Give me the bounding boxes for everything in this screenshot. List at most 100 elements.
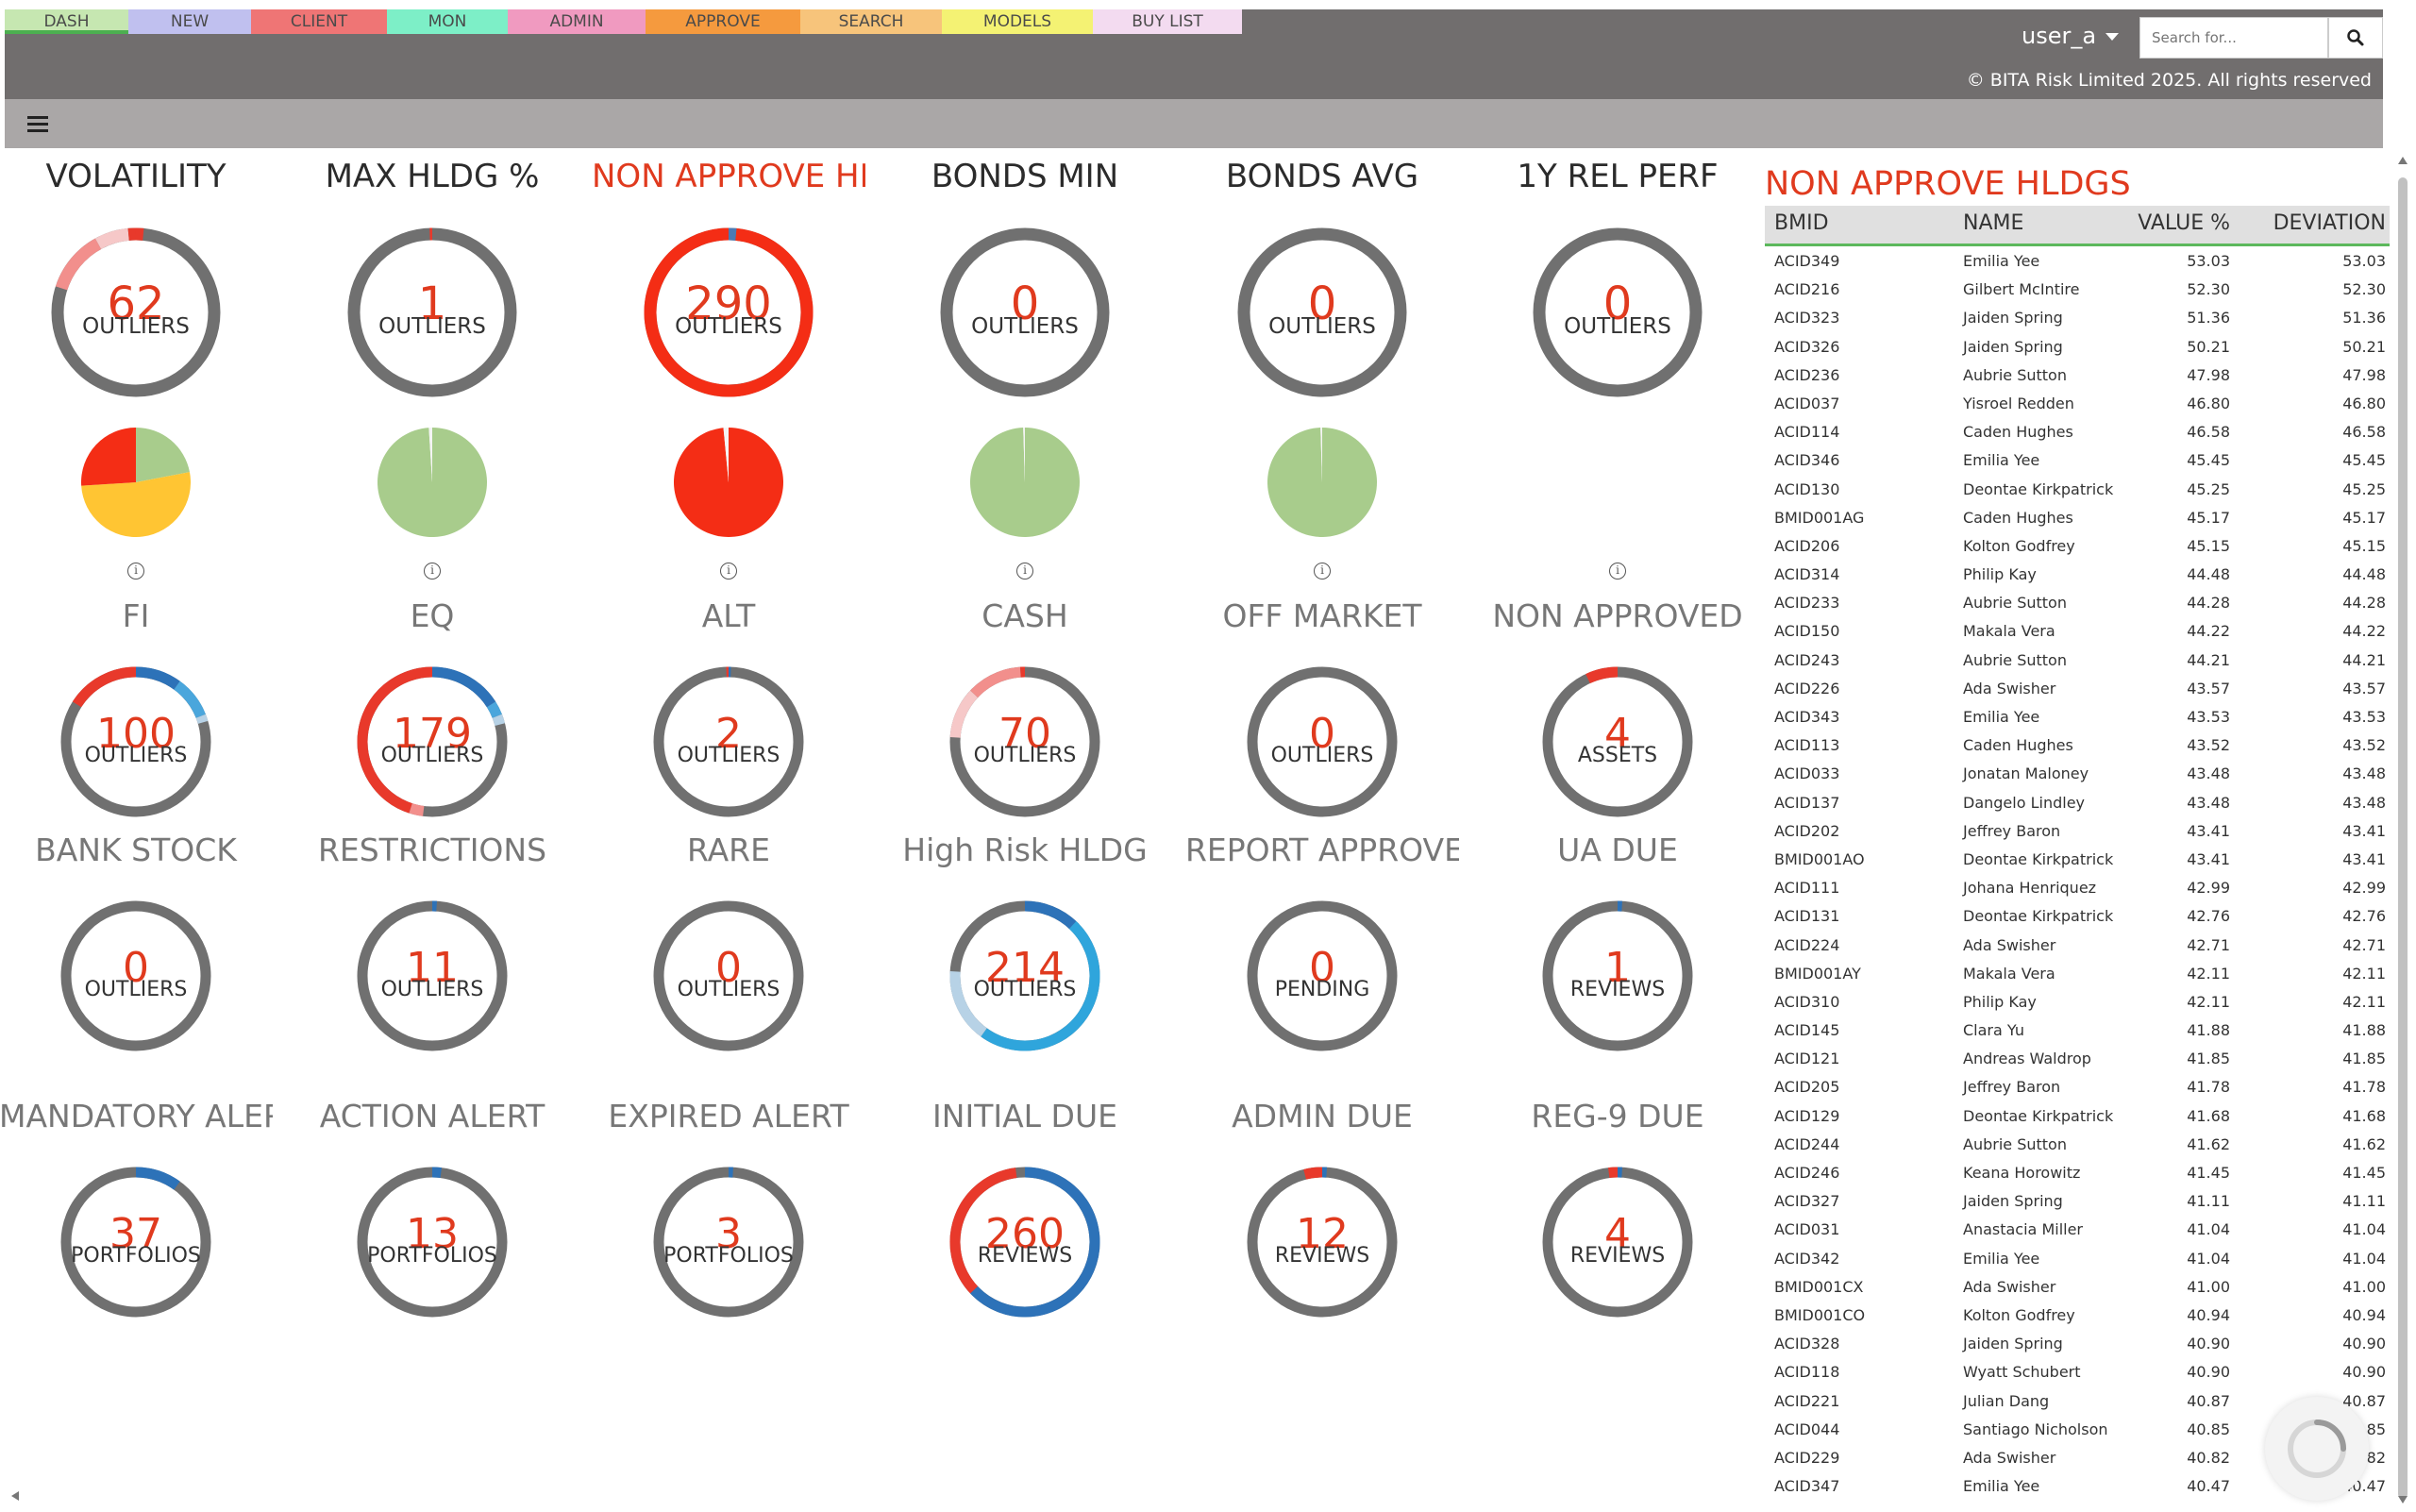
- non-approve-hldg-donut[interactable]: 290 OUTLIERS: [636, 220, 821, 405]
- table-row[interactable]: ACID224 Ada Swisher 42.71 42.71: [1765, 931, 2390, 959]
- table-row[interactable]: ACID129 Deontae Kirkpatrick 41.68 41.68: [1765, 1101, 2390, 1130]
- table-row[interactable]: ACID221 Julian Dang 40.87 40.87: [1765, 1386, 2390, 1415]
- table-row[interactable]: ACID205 Jeffrey Baron 41.78 41.78: [1765, 1072, 2390, 1100]
- ua-due-donut[interactable]: 1 REVIEWS: [1535, 894, 1700, 1058]
- tab-approve[interactable]: APPROVE: [646, 9, 800, 34]
- tab-mon[interactable]: MON: [387, 9, 508, 34]
- bonds-min-pie-chart[interactable]: [970, 428, 1080, 541]
- table-row[interactable]: ACID343 Emilia Yee 43.53 43.53: [1765, 702, 2390, 731]
- column-header-deviation[interactable]: DEVIATION: [2273, 211, 2386, 235]
- alt-donut[interactable]: 2 OUTLIERS: [646, 660, 811, 824]
- cell-value: 42.11: [2187, 992, 2230, 1011]
- table-row[interactable]: ACID111 Johana Henriquez 42.99 42.99: [1765, 873, 2390, 901]
- table-row[interactable]: ACID342 Emilia Yee 41.04 41.04: [1765, 1244, 2390, 1272]
- report-approve-donut[interactable]: 0 PENDING: [1240, 894, 1404, 1058]
- table-row[interactable]: ACID202 Jeffrey Baron 43.41 43.41: [1765, 816, 2390, 845]
- table-row[interactable]: ACID326 Jaiden Spring 50.21 50.21: [1765, 332, 2390, 361]
- max-hldg-pie-chart[interactable]: [378, 428, 487, 541]
- table-row[interactable]: BMID001CO Kolton Godfrey 40.94 40.94: [1765, 1301, 2390, 1329]
- scroll-left-icon[interactable]: [11, 1491, 19, 1501]
- bank-stock-donut[interactable]: 0 OUTLIERS: [54, 894, 218, 1058]
- table-row[interactable]: BMID001AG Caden Hughes 45.17 45.17: [1765, 503, 2390, 531]
- table-row[interactable]: ACID244 Aubrie Sutton 41.62 41.62: [1765, 1130, 2390, 1158]
- table-row[interactable]: ACID347 Emilia Yee 40.47 40.47: [1765, 1471, 2390, 1500]
- table-row[interactable]: ACID349 Emilia Yee 53.03 53.03: [1765, 246, 2390, 275]
- fi-donut[interactable]: 100 OUTLIERS: [54, 660, 218, 824]
- tab-new[interactable]: NEW: [128, 9, 251, 34]
- table-row[interactable]: ACID246 Keana Horowitz 41.45 41.45: [1765, 1158, 2390, 1186]
- menu-icon[interactable]: [27, 112, 48, 135]
- bonds-min-info-icon[interactable]: i: [1016, 563, 1033, 580]
- vertical-scrollbar[interactable]: [2395, 151, 2410, 1510]
- volatility-donut[interactable]: 62 OUTLIERS: [43, 220, 228, 405]
- bonds-avg-donut[interactable]: 0 OUTLIERS: [1230, 220, 1415, 405]
- table-row[interactable]: ACID137 Dangelo Lindley 43.48 43.48: [1765, 788, 2390, 816]
- search-input[interactable]: [2139, 17, 2328, 59]
- scroll-down-icon[interactable]: [2398, 1496, 2408, 1504]
- tab-client[interactable]: CLIENT: [251, 9, 387, 34]
- table-row[interactable]: ACID243 Aubrie Sutton 44.21 44.21: [1765, 646, 2390, 674]
- table-row[interactable]: ACID346 Emilia Yee 45.45 45.45: [1765, 445, 2390, 474]
- bonds-avg-pie-chart[interactable]: [1267, 428, 1377, 541]
- table-row[interactable]: ACID314 Philip Kay 44.48 44.48: [1765, 560, 2390, 588]
- max-hldg-donut[interactable]: 1 OUTLIERS: [340, 220, 525, 405]
- table-row[interactable]: ACID113 Caden Hughes 43.52 43.52: [1765, 731, 2390, 759]
- initial-due-donut[interactable]: 260 REVIEWS: [943, 1160, 1107, 1324]
- table-row[interactable]: ACID206 Kolton Godfrey 45.15 45.15: [1765, 531, 2390, 560]
- table-row[interactable]: ACID327 Jaiden Spring 41.11 41.11: [1765, 1186, 2390, 1215]
- column-header-name[interactable]: NAME: [1963, 211, 2024, 235]
- tab-buy-list[interactable]: BUY LIST: [1093, 9, 1242, 34]
- action-alert-donut[interactable]: 13 PORTFOLIOS: [350, 1160, 514, 1324]
- max-hldg-info-icon[interactable]: i: [424, 563, 441, 580]
- off-market-donut[interactable]: 0 OUTLIERS: [1240, 660, 1404, 824]
- tab-search[interactable]: SEARCH: [800, 9, 942, 34]
- eq-donut[interactable]: 179 OUTLIERS: [350, 660, 514, 824]
- expired-alert-donut[interactable]: 3 PORTFOLIOS: [646, 1160, 811, 1324]
- table-row[interactable]: BMID001AY Makala Vera 42.11 42.11: [1765, 959, 2390, 987]
- table-row[interactable]: ACID323 Jaiden Spring 51.36 51.36: [1765, 303, 2390, 331]
- reg-9-due-donut[interactable]: 4 REVIEWS: [1535, 1160, 1700, 1324]
- table-row[interactable]: ACID033 Jonatan Maloney 43.48 43.48: [1765, 759, 2390, 787]
- table-row[interactable]: ACID131 Deontae Kirkpatrick 42.76 42.76: [1765, 901, 2390, 930]
- user-menu[interactable]: user_a: [2022, 23, 2120, 49]
- table-row[interactable]: ACID145 Clara Yu 41.88 41.88: [1765, 1016, 2390, 1044]
- volatility-pie-chart[interactable]: [81, 428, 191, 541]
- mandatory-alert-donut[interactable]: 37 PORTFOLIOS: [54, 1160, 218, 1324]
- table-row[interactable]: ACID031 Anastacia Miller 41.04 41.04: [1765, 1215, 2390, 1243]
- table-row[interactable]: BMID001CX Ada Swisher 41.00 41.00: [1765, 1272, 2390, 1301]
- 1y-rel-perf-info-icon[interactable]: i: [1609, 563, 1626, 580]
- admin-due-donut[interactable]: 12 REVIEWS: [1240, 1160, 1404, 1324]
- non-approved-donut[interactable]: 4 ASSETS: [1535, 660, 1700, 824]
- table-row[interactable]: ACID121 Andreas Waldrop 41.85 41.85: [1765, 1044, 2390, 1072]
- restrictions-donut[interactable]: 11 OUTLIERS: [350, 894, 514, 1058]
- volatility-info-icon[interactable]: i: [127, 563, 144, 580]
- table-row[interactable]: ACID328 Jaiden Spring 40.90 40.90: [1765, 1329, 2390, 1357]
- tab-dash[interactable]: DASH: [5, 9, 128, 34]
- table-row[interactable]: BMID001AO Deontae Kirkpatrick 43.41 43.41: [1765, 845, 2390, 873]
- table-row[interactable]: ACID130 Deontae Kirkpatrick 45.25 45.25: [1765, 475, 2390, 503]
- table-row[interactable]: ACID226 Ada Swisher 43.57 43.57: [1765, 674, 2390, 702]
- bonds-min-donut[interactable]: 0 OUTLIERS: [932, 220, 1117, 405]
- table-row[interactable]: ACID037 Yisroel Redden 46.80 46.80: [1765, 389, 2390, 417]
- cash-donut[interactable]: 70 OUTLIERS: [943, 660, 1107, 824]
- tab-models[interactable]: MODELS: [942, 9, 1093, 34]
- search-button[interactable]: [2328, 17, 2383, 59]
- non-approve-hldg-pie-chart[interactable]: [674, 428, 783, 541]
- high-risk-hldg-donut[interactable]: 214 OUTLIERS: [943, 894, 1107, 1058]
- column-header-bmid[interactable]: BMID: [1774, 211, 1829, 235]
- table-row[interactable]: ACID236 Aubrie Sutton 47.98 47.98: [1765, 361, 2390, 389]
- table-row[interactable]: ACID310 Philip Kay 42.11 42.11: [1765, 987, 2390, 1016]
- scroll-thumb[interactable]: [2398, 177, 2408, 1499]
- table-row[interactable]: ACID118 Wyatt Schubert 40.90 40.90: [1765, 1357, 2390, 1386]
- table-row[interactable]: ACID150 Makala Vera 44.22 44.22: [1765, 616, 2390, 645]
- 1y-rel-perf-donut[interactable]: 0 OUTLIERS: [1525, 220, 1710, 405]
- rare-donut[interactable]: 0 OUTLIERS: [646, 894, 811, 1058]
- table-row[interactable]: ACID233 Aubrie Sutton 44.28 44.28: [1765, 588, 2390, 616]
- table-row[interactable]: ACID114 Caden Hughes 46.58 46.58: [1765, 417, 2390, 445]
- non-approve-hldg-info-icon[interactable]: i: [720, 563, 737, 580]
- column-header-value[interactable]: VALUE %: [2138, 211, 2230, 235]
- scroll-up-icon[interactable]: [2398, 157, 2408, 164]
- bonds-avg-info-icon[interactable]: i: [1314, 563, 1331, 580]
- tab-admin[interactable]: ADMIN: [508, 9, 646, 34]
- table-row[interactable]: ACID216 Gilbert McIntire 52.30 52.30: [1765, 275, 2390, 303]
